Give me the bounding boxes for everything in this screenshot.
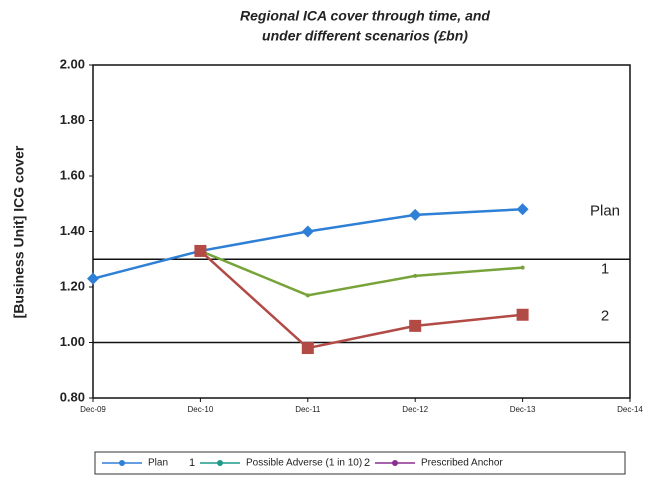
x-tick-label: Dec-14: [617, 405, 643, 414]
series-line: [199, 249, 523, 350]
marker: [305, 293, 310, 298]
legend-marker: [119, 460, 125, 466]
y-tick-label: 1.00: [60, 334, 85, 349]
marker: [413, 273, 418, 278]
y-tick-label: 1.60: [60, 167, 85, 182]
x-tick-label: Dec-11: [295, 405, 321, 414]
chart-title: Regional ICA cover through time, and: [240, 8, 490, 24]
y-axis-label: [Business Unit] ICG cover: [11, 145, 27, 318]
legend-prefix: 1: [189, 457, 195, 469]
y-tick-label: 1.40: [60, 223, 85, 238]
x-tick-label: Dec-10: [188, 405, 214, 414]
legend: [94, 451, 626, 475]
series-line: [199, 249, 523, 297]
legend-marker: [217, 460, 223, 466]
series-annotation: 1: [601, 261, 609, 278]
marker: [409, 319, 422, 332]
marker: [516, 203, 529, 216]
y-tick-label: 0.80: [60, 389, 85, 404]
legend-prefix: 2: [364, 457, 370, 469]
marker: [301, 342, 314, 355]
y-tick-label: 1.20: [60, 278, 85, 293]
marker: [194, 244, 207, 257]
marker: [301, 225, 314, 238]
series-annotation: Plan: [590, 202, 620, 219]
x-tick-label: Dec-13: [510, 405, 536, 414]
chart-title: under different scenarios (£bn): [262, 28, 468, 44]
y-tick-label: 2.00: [60, 56, 85, 71]
plot-area: [92, 64, 631, 399]
series-line: [92, 208, 523, 280]
x-tick-label: Dec-12: [402, 405, 428, 414]
series-annotation: 2: [601, 308, 609, 325]
legend-label: Prescribed Anchor: [421, 458, 503, 469]
marker: [520, 265, 525, 270]
marker: [87, 272, 99, 285]
legend-label: Plan: [148, 458, 168, 469]
legend-label: Possible Adverse (1 in 10): [246, 458, 362, 469]
marker: [516, 308, 529, 321]
marker: [409, 208, 422, 221]
y-tick-label: 1.80: [60, 112, 85, 127]
x-tick-label: Dec-09: [80, 405, 106, 414]
legend-marker: [392, 460, 398, 466]
